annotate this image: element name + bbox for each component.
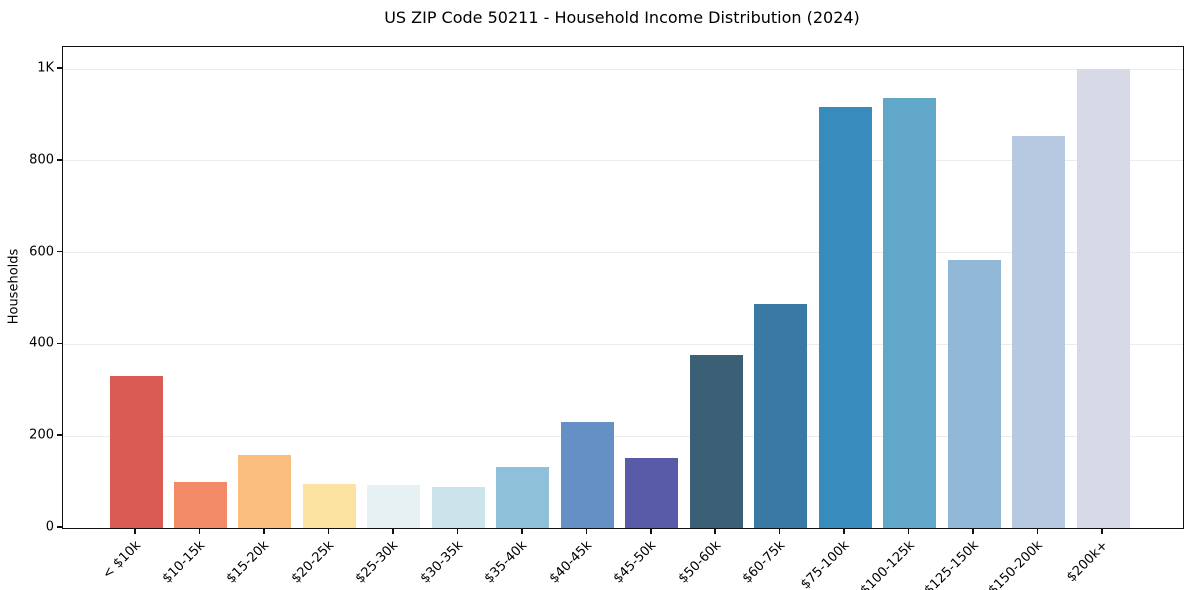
bar: [238, 454, 292, 528]
y-tick-mark: [57, 526, 62, 528]
y-tick-label: 1K: [37, 60, 54, 76]
x-tick-mark: [1101, 528, 1103, 534]
gridline-1K: [63, 68, 1183, 70]
x-tick-mark: [650, 528, 652, 534]
x-tick-label: $35-40k: [481, 538, 531, 587]
x-tick-mark: [198, 528, 201, 534]
bar: [1012, 136, 1066, 528]
bar: [367, 485, 421, 528]
x-tick-label: $10-15k: [159, 538, 209, 587]
x-tick-mark: [843, 528, 845, 534]
y-tick-label: 200: [29, 427, 54, 443]
x-tick-label: $40-45k: [546, 538, 595, 587]
x-tick-mark: [521, 528, 523, 534]
x-tick-label: $150-200k: [986, 538, 1047, 590]
bar: [109, 375, 163, 528]
x-tick-label: < $10k: [99, 538, 144, 583]
bar: [496, 466, 550, 528]
y-tick-mark: [57, 342, 62, 345]
y-tick-mark: [57, 250, 62, 253]
x-tick-mark: [1036, 528, 1039, 534]
gridline-600: [63, 252, 1183, 254]
x-tick-label: $20-25k: [288, 538, 338, 587]
x-tick-mark: [585, 528, 588, 534]
bar: [947, 260, 1001, 528]
chart-title: US ZIP Code 50211 - Household Income Dis…: [384, 8, 860, 27]
x-tick-mark: [456, 528, 459, 534]
x-tick-label: $25-30k: [353, 538, 402, 587]
x-tick-mark: [327, 528, 330, 534]
x-tick-mark: [907, 528, 910, 534]
y-tick-label: 600: [29, 244, 54, 260]
bar: [883, 97, 937, 528]
x-tick-mark: [392, 528, 394, 534]
x-tick-label: $100-125k: [857, 538, 918, 590]
x-tick-mark: [263, 528, 265, 534]
y-axis-label-wrap: Households: [0, 46, 28, 527]
bar: [689, 354, 743, 528]
y-tick-label: 800: [29, 152, 54, 168]
x-tick-mark: [778, 528, 781, 534]
gridline-800: [63, 160, 1183, 162]
x-tick-label: $45-50k: [610, 538, 660, 587]
y-tick-label: 0: [45, 519, 54, 535]
x-tick-label: $75-100k: [798, 538, 853, 590]
y-tick-mark: [57, 159, 62, 161]
x-tick-label: $125-150k: [921, 538, 982, 590]
bar: [302, 483, 356, 528]
bar: [560, 421, 614, 528]
y-tick-mark: [57, 434, 62, 436]
y-axis-label: Households: [6, 248, 22, 325]
bar: [173, 482, 227, 528]
y-tick-label: 400: [29, 335, 54, 351]
x-tick-label: $50-60k: [675, 538, 724, 587]
bar: [625, 457, 679, 528]
x-tick-mark: [714, 528, 716, 534]
x-tick-label: $30-35k: [417, 538, 466, 587]
y-tick-mark: [57, 67, 62, 69]
x-tick-label: $60-75k: [739, 538, 789, 587]
bar: [431, 487, 485, 528]
bar: [1076, 69, 1130, 528]
gridline-400: [63, 343, 1183, 345]
plot-area: [62, 46, 1184, 529]
bar: [754, 304, 808, 528]
x-tick-label: $200k+: [1063, 538, 1111, 586]
x-tick-mark: [134, 528, 136, 534]
gridline-200: [63, 435, 1183, 437]
x-tick-mark: [972, 528, 974, 534]
x-tick-label: $15-20k: [224, 538, 273, 587]
bar: [818, 106, 872, 528]
